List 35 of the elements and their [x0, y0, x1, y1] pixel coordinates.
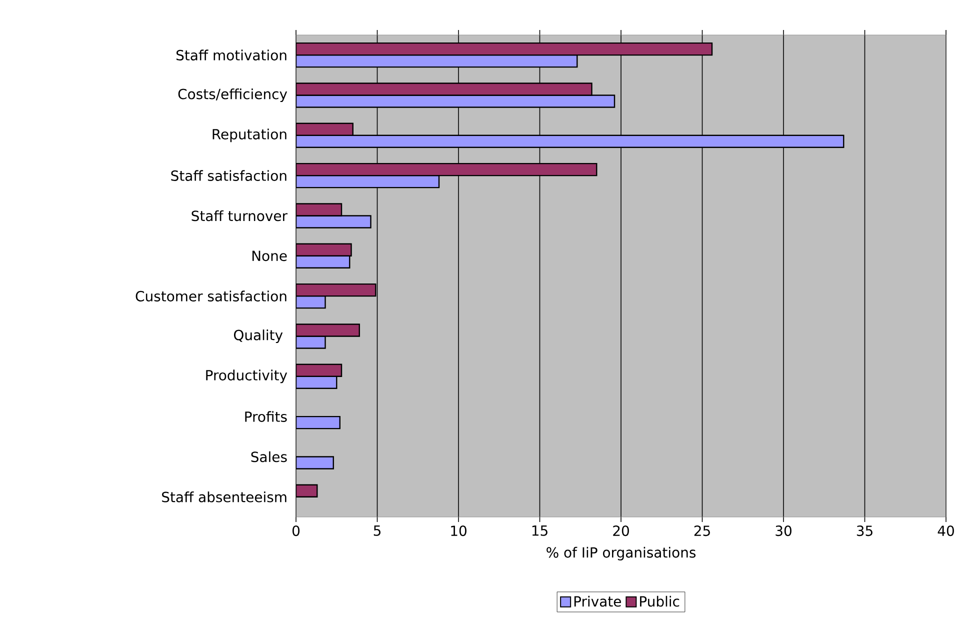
x-tick-label: 30	[776, 526, 792, 536]
legend-label: Public	[640, 596, 680, 607]
y-tick-label: Customer satisfaction	[136, 290, 286, 302]
y-tick-label: Quality	[234, 329, 283, 343]
x-tick-label: 15	[532, 526, 548, 536]
x-tick-label: 10	[451, 526, 466, 536]
y-tick-label: Reputation	[212, 128, 286, 142]
x-tick-label: 25	[694, 526, 710, 536]
y-tick-label: Staff turnover	[192, 210, 288, 222]
y-tick-label: Sales	[251, 451, 287, 462]
y-tick-label: Staff absenteeism	[162, 492, 286, 502]
y-tick-label: None	[252, 250, 287, 262]
x-tick-label: 40	[938, 526, 954, 536]
bar	[296, 416, 340, 430]
bar	[296, 174, 440, 188]
bar	[296, 255, 350, 269]
y-tick-label: Productivity	[206, 370, 288, 384]
bar	[296, 283, 376, 297]
bar	[296, 122, 354, 136]
bar	[296, 364, 342, 378]
y-tick-label: Profits	[245, 411, 287, 422]
y-tick-label: Staff motivation	[176, 50, 286, 60]
bar	[296, 243, 352, 257]
y-tick-label: Costs/efficiency	[178, 88, 288, 102]
x-tick-label: 5	[374, 526, 380, 536]
x-tick-label: 0	[292, 526, 300, 536]
x-tick-label: 35	[856, 526, 872, 536]
legend-label: Private	[574, 596, 621, 607]
bar	[296, 54, 578, 68]
y-tick-label: Staff satisfaction	[171, 170, 286, 181]
x-tick-label: 20	[613, 526, 629, 536]
bar	[296, 162, 598, 176]
x-axis-title: % of IiP organisations	[546, 546, 696, 560]
bar	[296, 134, 844, 148]
bar	[296, 42, 713, 56]
